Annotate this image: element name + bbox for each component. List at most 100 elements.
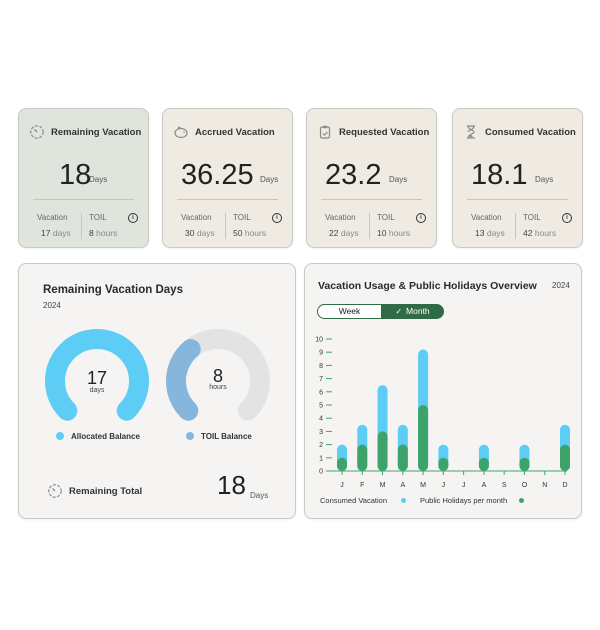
public-holidays-bar (478, 457, 489, 471)
stat-title: Requested Vacation (339, 126, 430, 138)
public-holidays-bar (397, 444, 408, 471)
gauge-fill (45, 329, 149, 421)
panel-title: Remaining Vacation Days (43, 284, 183, 296)
panel-year: 2024 (43, 301, 61, 310)
month-label: Month (406, 306, 430, 316)
x-tick-label: F (360, 482, 364, 489)
remaining-vacation-panel: Remaining Vacation Days 2024 17 days 8 h… (18, 263, 296, 519)
toil-gauge-value: 8 (212, 366, 223, 386)
info-icon[interactable]: i (562, 213, 572, 223)
stat-unit: Days (535, 175, 554, 184)
holidays-legend-dot (519, 498, 524, 503)
vacation-label: Vacation (37, 213, 68, 222)
vacation-value: 13 days (475, 228, 505, 238)
y-tick-label: 9 (319, 350, 323, 357)
x-tick-label: A (482, 482, 487, 489)
vacation-unit: days (52, 228, 71, 238)
vacation-label: Vacation (181, 213, 212, 222)
x-tick-label: S (502, 482, 507, 489)
stat-card-remaining-vacation: Remaining Vacation 18 Days Vacation 17 days T… (18, 108, 149, 248)
toil-unit: hours (96, 228, 118, 238)
toil-value: 10 hours (377, 228, 410, 238)
info-icon[interactable]: i (416, 213, 426, 223)
public-holidays-bar (418, 405, 429, 471)
y-tick-label: 0 (319, 469, 323, 476)
remaining-total-label: Remaining Total (69, 486, 143, 497)
info-icon[interactable]: i (128, 213, 138, 223)
stat-header: Accrued Vacation (173, 123, 286, 141)
toil-label: TOIL (377, 213, 395, 222)
toil-unit: hours (388, 228, 411, 238)
toil-value: 42 hours (523, 228, 556, 238)
week-label: Week (338, 306, 361, 316)
week-toggle-button[interactable]: Week (317, 304, 381, 319)
public-holidays-bar (519, 457, 530, 471)
x-tick-label: J (340, 482, 344, 489)
usage-chart: 0 1 2 3 4 5 6 7 8 9 10 J F M A M J J A S O N D (315, 337, 570, 489)
toil-value: 8 hours (89, 228, 117, 238)
stat-title: Accrued Vacation (195, 126, 275, 138)
toil-number: 42 (523, 228, 533, 238)
y-tick-label: 6 (319, 389, 323, 396)
toil-unit: hours (534, 228, 557, 238)
clock-icon (30, 125, 44, 139)
x-tick-label: J (442, 482, 446, 489)
toil-label: TOIL (233, 213, 251, 222)
public-holidays-bar (337, 457, 347, 471)
stat-unit: Days (389, 175, 408, 184)
vacation-value: 17 days (41, 228, 71, 238)
toil-label: TOIL (523, 213, 541, 222)
check-icon: ✓ (395, 307, 403, 316)
vacation-number: 17 (41, 228, 51, 238)
clock-icon (48, 484, 62, 498)
stat-header: Consumed Vacation (463, 123, 576, 141)
toil-number: 50 (233, 228, 243, 238)
stat-divider (321, 199, 422, 200)
x-tick-label: M (380, 482, 386, 489)
vacation-number: 22 (329, 228, 339, 238)
vacation-label: Vacation (471, 213, 502, 222)
y-tick-label: 3 (319, 429, 323, 436)
consumed-legend-label: Consumed Vacation (320, 496, 387, 505)
vacation-unit: days (196, 228, 215, 238)
toil-legend-label: TOIL Balance (201, 432, 252, 441)
holidays-legend-label: Public Holidays per month (420, 496, 508, 505)
stat-title: Consumed Vacation (485, 126, 576, 138)
usage-panel-title: Vacation Usage & Public Holidays Overvie… (318, 280, 537, 292)
public-holidays-bar (377, 431, 388, 471)
x-tick-label: O (522, 482, 528, 489)
vacation-number: 30 (185, 228, 195, 238)
info-icon[interactable]: i (272, 213, 282, 223)
footer-divider (369, 213, 370, 239)
allocated-gauge-value: 17 (86, 368, 108, 388)
x-tick-label: M (420, 482, 426, 489)
public-holidays-bar (357, 444, 368, 471)
month-toggle-button[interactable]: ✓ Month (381, 304, 444, 319)
remaining-total-value: 18 (217, 470, 246, 500)
stat-card-consumed-vacation: Consumed Vacation 18.1 Days Vacation 13 days… (452, 108, 583, 248)
x-tick-label: D (562, 482, 567, 489)
vacation-number: 13 (475, 228, 485, 238)
vacation-value: 30 days (185, 228, 215, 238)
gauge-fill (166, 339, 201, 421)
footer-divider (225, 213, 226, 239)
y-tick-label: 4 (319, 416, 323, 423)
vacation-usage-panel: Vacation Usage & Public Holidays Overvie… (304, 263, 582, 519)
stat-divider (177, 199, 278, 200)
allocated-legend-label: Allocated Balance (71, 432, 140, 441)
hourglass-icon (467, 125, 475, 139)
y-tick-label: 10 (315, 337, 323, 344)
stat-divider (33, 199, 134, 200)
vacation-value: 22 days (329, 228, 359, 238)
x-tick-label: J (462, 482, 466, 489)
toil-balance-gauge (166, 329, 270, 421)
stat-unit: Days (260, 175, 279, 184)
allocated-gauge-unit: days (89, 387, 105, 394)
stat-divider (467, 199, 568, 200)
y-tick-label: 1 (319, 455, 323, 462)
stat-value: 18.1 (471, 159, 528, 191)
stat-value: 23.2 (325, 159, 382, 191)
stat-value: 18 (59, 159, 92, 191)
vacation-unit: days (486, 228, 505, 238)
toil-label: TOIL (89, 213, 107, 222)
